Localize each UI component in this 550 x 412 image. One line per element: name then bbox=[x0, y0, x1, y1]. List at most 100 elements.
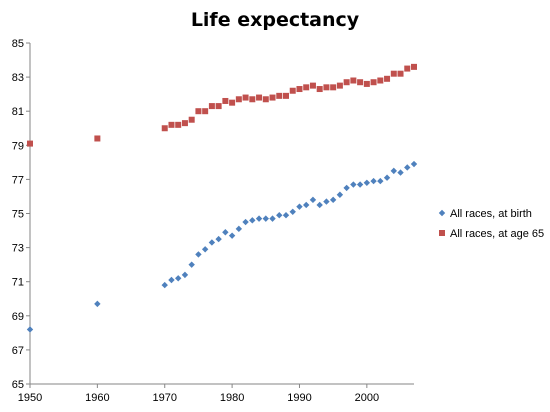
data-point bbox=[181, 120, 188, 127]
data-point bbox=[242, 218, 249, 226]
data-point bbox=[175, 121, 182, 128]
data-point bbox=[316, 201, 323, 209]
y-tick-label: 71 bbox=[12, 277, 24, 289]
data-point bbox=[309, 196, 317, 204]
data-point bbox=[370, 79, 377, 86]
data-point bbox=[390, 70, 397, 77]
data-point bbox=[336, 191, 344, 198]
data-point bbox=[336, 82, 343, 89]
axes: 65 67 69 71 73 75 77 79 81 83 85 1950 1960 1970 1980 19… bbox=[12, 38, 414, 404]
chart-title: Life expectancy bbox=[191, 9, 360, 31]
x-tick-label: 1980 bbox=[220, 392, 244, 404]
data-point bbox=[202, 108, 209, 115]
data-point bbox=[262, 215, 269, 222]
data-point bbox=[296, 86, 303, 93]
data-point bbox=[161, 125, 168, 132]
data-point bbox=[195, 251, 202, 258]
data-point bbox=[404, 65, 411, 72]
data-point bbox=[195, 108, 202, 115]
data-point bbox=[377, 77, 384, 84]
data-point bbox=[222, 97, 229, 104]
plot-area bbox=[26, 63, 418, 333]
y-tick-label: 77 bbox=[12, 174, 24, 186]
data-point bbox=[161, 281, 168, 289]
data-point bbox=[329, 196, 337, 204]
data-point bbox=[27, 140, 33, 147]
data-point bbox=[397, 169, 404, 176]
data-point bbox=[249, 217, 256, 224]
data-point bbox=[255, 215, 263, 222]
data-point bbox=[390, 167, 397, 175]
legend-label: All races, at age 65 bbox=[450, 228, 544, 240]
data-point bbox=[276, 212, 283, 219]
y-tick-label: 73 bbox=[12, 243, 24, 255]
data-point bbox=[215, 235, 222, 243]
data-point bbox=[188, 116, 195, 123]
data-point bbox=[343, 184, 350, 192]
data-point bbox=[242, 94, 249, 101]
data-point bbox=[363, 179, 371, 187]
y-tick-label: 65 bbox=[12, 379, 24, 391]
data-point bbox=[201, 246, 209, 253]
data-point bbox=[370, 177, 377, 185]
legend-marker bbox=[439, 230, 445, 236]
data-point bbox=[208, 239, 216, 246]
y-tick-label: 85 bbox=[12, 38, 24, 50]
data-point bbox=[377, 177, 384, 185]
data-point bbox=[410, 160, 418, 168]
data-point bbox=[350, 77, 357, 84]
data-point bbox=[26, 326, 34, 333]
data-point bbox=[383, 174, 391, 181]
y-tick-label: 83 bbox=[12, 72, 24, 84]
data-point bbox=[269, 215, 276, 222]
data-point bbox=[296, 203, 303, 210]
data-point bbox=[175, 275, 182, 282]
data-point bbox=[256, 94, 263, 101]
data-point bbox=[208, 103, 215, 110]
data-point bbox=[283, 92, 289, 99]
data-point bbox=[356, 181, 364, 188]
data-point bbox=[411, 63, 417, 70]
y-tick-label: 75 bbox=[12, 209, 24, 221]
y-tick-label: 81 bbox=[12, 106, 24, 118]
x-tick-label: 1960 bbox=[85, 392, 109, 404]
data-point bbox=[269, 94, 276, 101]
data-point bbox=[235, 225, 243, 233]
y-tick-label: 69 bbox=[12, 311, 24, 323]
data-point bbox=[343, 79, 350, 86]
data-point bbox=[249, 96, 256, 103]
data-point bbox=[330, 84, 337, 91]
data-point bbox=[282, 212, 290, 219]
data-point bbox=[168, 276, 175, 284]
legend-label: All races, at birth bbox=[450, 208, 532, 220]
data-point bbox=[229, 99, 236, 106]
legend-marker bbox=[438, 209, 446, 217]
data-point bbox=[363, 80, 370, 87]
y-tick-label: 67 bbox=[12, 345, 24, 357]
data-point bbox=[94, 135, 101, 142]
data-point bbox=[404, 164, 411, 171]
data-point bbox=[323, 84, 330, 91]
data-point bbox=[188, 261, 195, 268]
data-point bbox=[94, 300, 101, 308]
series-1 bbox=[26, 160, 418, 333]
data-point bbox=[309, 82, 316, 89]
data-point bbox=[316, 86, 323, 93]
x-tick-label: 1990 bbox=[287, 392, 311, 404]
data-point bbox=[303, 201, 310, 209]
data-point bbox=[289, 208, 296, 215]
x-tick-label: 1950 bbox=[18, 392, 42, 404]
legend: All races, at birth All races, at age 65 bbox=[438, 208, 544, 240]
data-point bbox=[168, 121, 175, 128]
data-point bbox=[323, 198, 330, 205]
data-point bbox=[222, 229, 229, 236]
data-point bbox=[397, 70, 404, 77]
x-tick-label: 1970 bbox=[152, 392, 176, 404]
data-point bbox=[235, 96, 242, 103]
y-tick-label: 79 bbox=[12, 140, 24, 152]
data-point bbox=[262, 96, 269, 103]
data-point bbox=[384, 75, 391, 82]
data-point bbox=[289, 87, 296, 94]
data-point bbox=[215, 103, 222, 110]
